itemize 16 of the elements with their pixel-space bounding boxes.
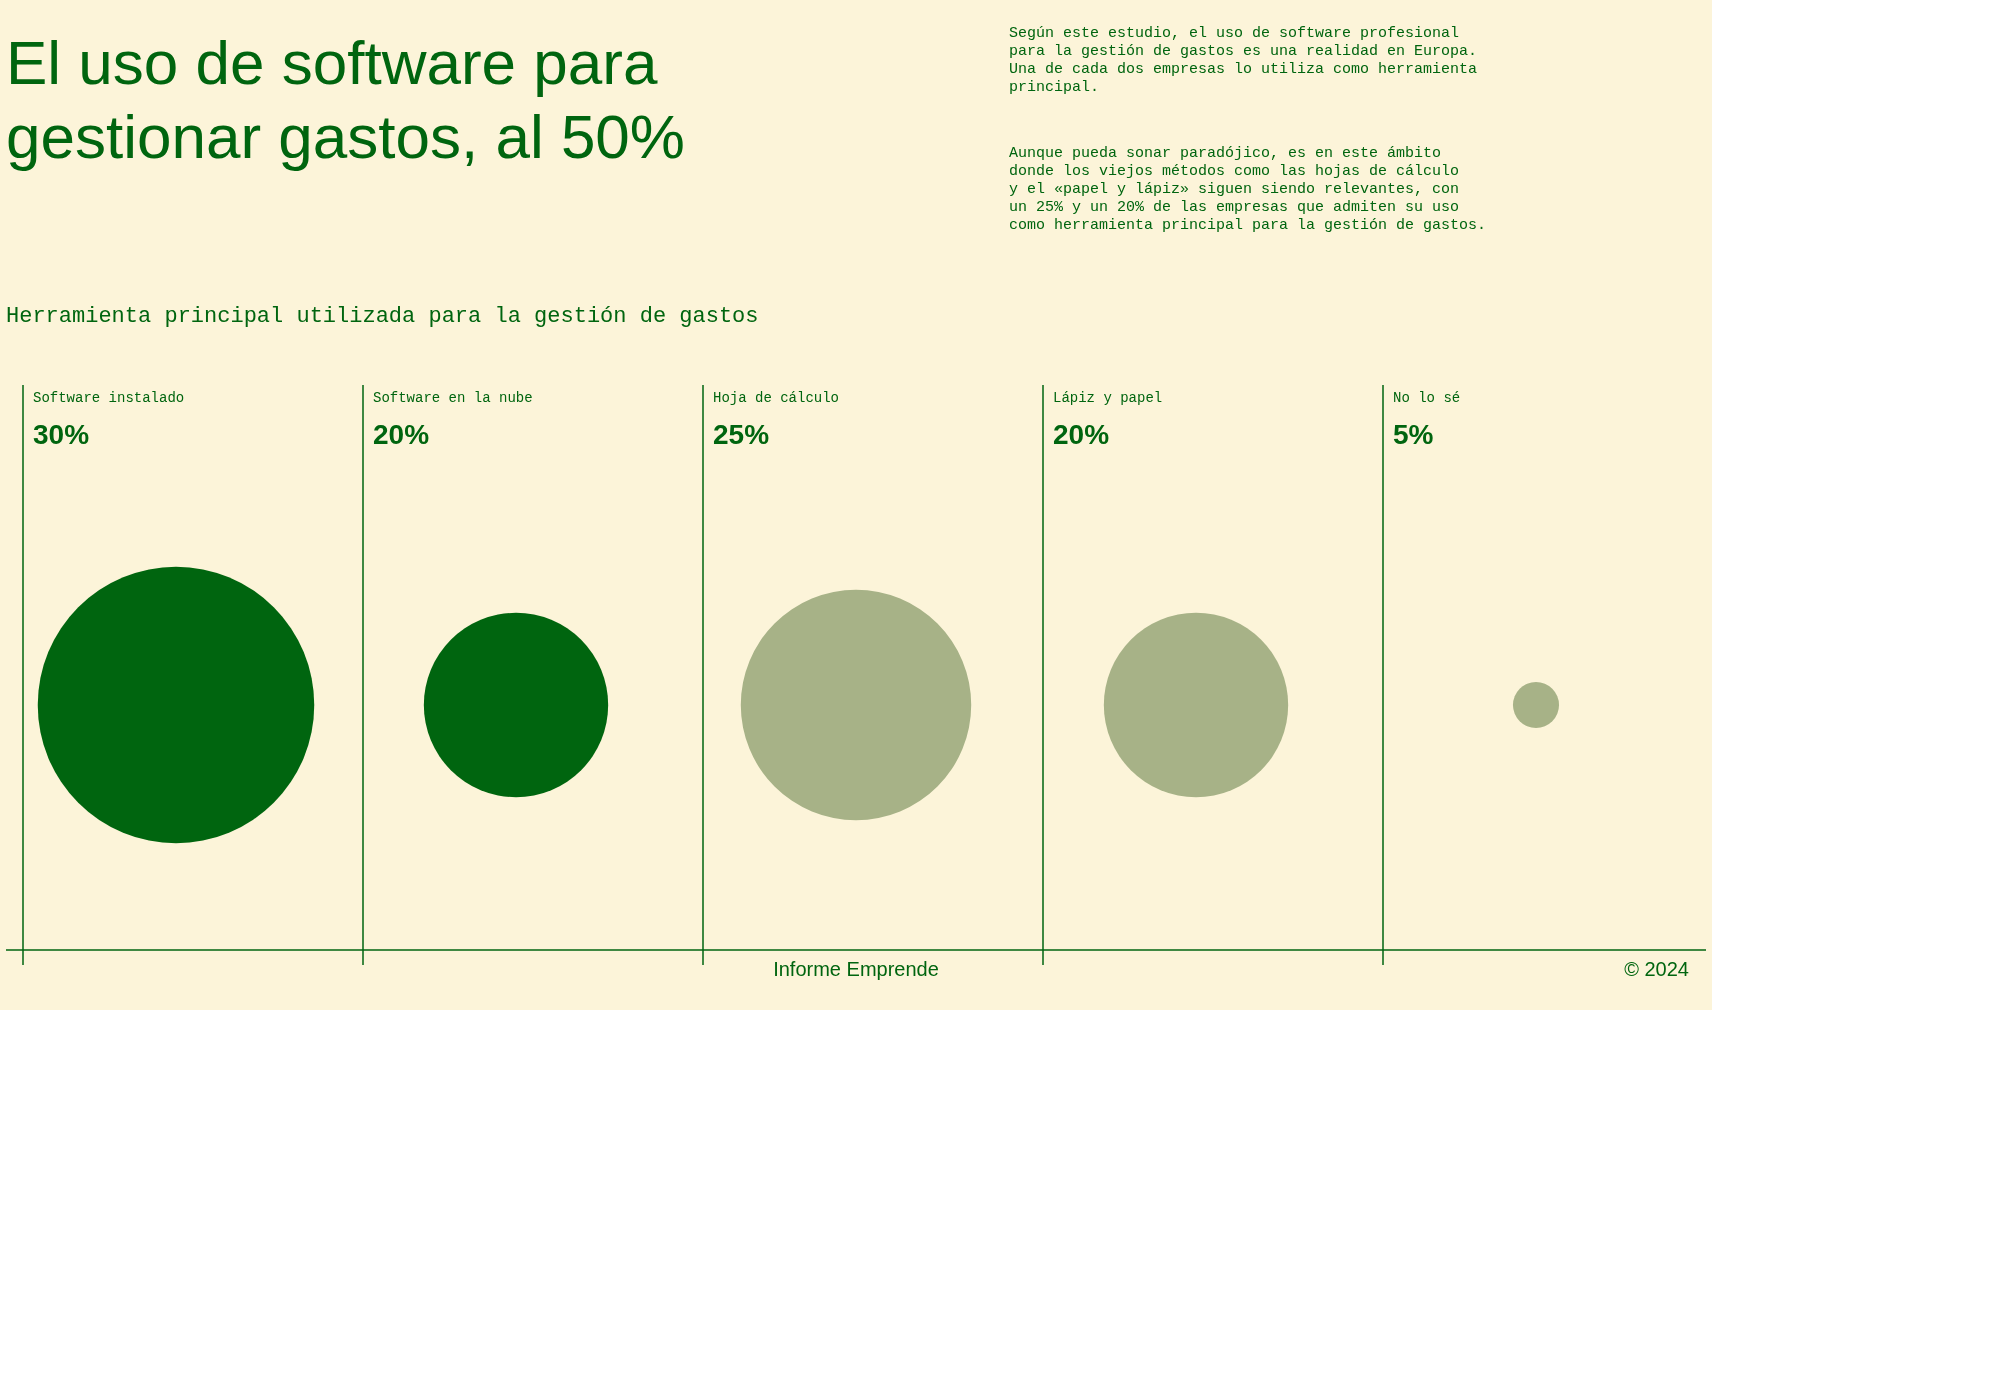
data-label: 25% [713,419,770,450]
category-label: Lápiz y papel [1053,390,1163,406]
data-label: 5% [1393,419,1434,450]
data-label: 30% [33,419,90,450]
text: Informe Emprende [773,958,939,980]
text: Aunque pueda sonar paradójico, es en este ámbito donde los viejos métodos como las hojas de cálculo y el «papel y lápiz» siguen siendo relevantes, con un 25% y un 20% de las empresas que admiten su uso como herramienta principal para la gestión de gastos. [1009,145,1487,234]
category-label: Hoja de cálculo [713,390,840,406]
category-label: No lo sé [1393,390,1461,406]
data-label: 20% [1053,419,1110,450]
category-label: Software instalado [33,390,185,406]
text: Herramienta principal utilizada para la gestión de gastos [6,304,759,329]
text: Según este estudio, el uso de software profesional para la gestión de gastos es una realidad en Europa. Una de cada dos empresas lo utiliza como herramienta principal. [1009,25,1478,96]
category-label: Software en la nube [373,390,533,406]
text: El uso de software para gestionar gastos, al 50% [6,28,685,172]
text: © 2024 [1624,958,1689,980]
data-label: 20% [373,419,430,450]
